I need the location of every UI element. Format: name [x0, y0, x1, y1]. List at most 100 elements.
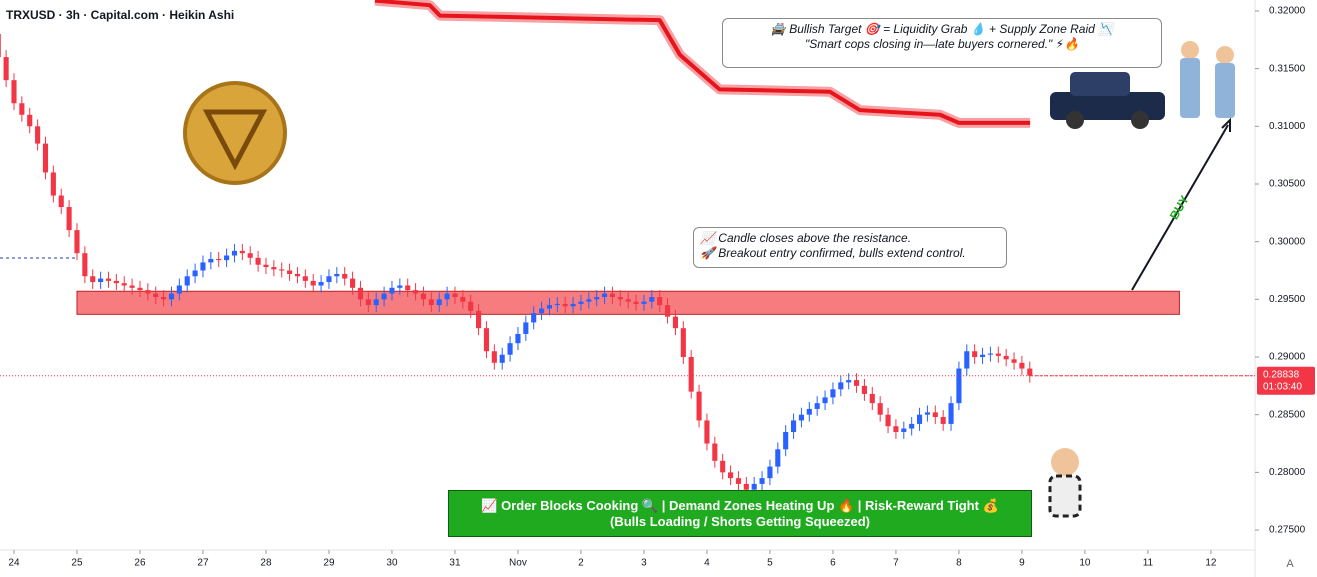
candle-body [822, 397, 828, 404]
candle-body [916, 414, 923, 424]
x-tick-label: 30 [386, 558, 398, 569]
candle-body [476, 310, 482, 329]
x-tick-label: Nov [509, 558, 527, 569]
candle-body [602, 293, 608, 298]
x-tick-label: 31 [449, 558, 461, 569]
candle-body [885, 414, 891, 427]
x-tick-label: 11 [1143, 558, 1154, 569]
candle-body [546, 305, 553, 309]
note-line: 📈 Candle closes above the resistance. [700, 231, 912, 245]
candle-body [578, 301, 584, 304]
x-tick-label: 29 [323, 558, 335, 569]
candle-body [688, 357, 694, 392]
candle-body [523, 322, 529, 334]
candle-body [657, 297, 663, 306]
candle-body [66, 207, 72, 231]
candle-body [924, 412, 930, 415]
candle-body [972, 351, 978, 358]
candle-body [1027, 368, 1033, 376]
candle-body [436, 299, 442, 306]
candle-body [790, 420, 797, 432]
candle-body [58, 195, 64, 208]
candle-body [728, 472, 734, 479]
x-tick-label: 26 [134, 558, 146, 569]
cop-body [1215, 63, 1235, 118]
candle-body [334, 273, 340, 277]
x-tick-label: 25 [71, 558, 83, 569]
countdown-label: 01:03:40 [1263, 381, 1302, 392]
candle-body [515, 333, 521, 344]
candle-body [806, 408, 812, 415]
candle-body [507, 343, 513, 355]
candle-body [830, 389, 836, 398]
y-tick-label: 0.29500 [1269, 294, 1306, 305]
x-tick-label: 2 [578, 558, 584, 569]
candle-body [956, 368, 962, 404]
x-tick-label: 6 [830, 558, 836, 569]
candle-body [452, 293, 458, 298]
candle-body [35, 126, 41, 144]
y-tick-label: 0.28000 [1269, 467, 1306, 478]
y-tick-label: 0.28500 [1269, 409, 1306, 420]
candle-body [704, 420, 710, 444]
candle-body [767, 466, 773, 479]
target-note: 🚔 Bullish Target 🎯 = Liquidity Grab 💧 + … [722, 18, 1162, 68]
candle-body [208, 258, 214, 263]
candle-body [759, 478, 765, 484]
candle-body [696, 391, 702, 421]
candle-body [846, 380, 852, 383]
candle-body [381, 293, 387, 300]
candle-body [263, 264, 269, 268]
candle-body [586, 299, 592, 302]
candle-body [224, 255, 230, 261]
candle-body [861, 385, 867, 394]
candle-body [302, 276, 308, 281]
candle-body [0, 34, 1, 58]
candle-body [98, 278, 104, 283]
x-tick-label: 28 [260, 558, 272, 569]
candle-body [838, 382, 844, 390]
candle-body [90, 276, 96, 283]
candle-body [397, 285, 403, 288]
candle-body [113, 280, 119, 284]
candle-body [531, 313, 537, 323]
candle-body [491, 351, 497, 363]
candle-body [176, 285, 182, 294]
candle-body [743, 483, 749, 490]
breakout-note: 📈 Candle closes above the resistance. 🚀 … [693, 227, 1007, 268]
candle-body [444, 293, 450, 300]
candle-body [168, 293, 175, 300]
candle-body [964, 351, 970, 369]
candle-body [735, 478, 741, 484]
candle-body [869, 393, 875, 404]
y-tick-label: 0.31000 [1269, 121, 1306, 132]
y-tick-label: 0.29000 [1269, 352, 1306, 363]
buy-arrow [1131, 124, 1229, 291]
candle-body [42, 143, 49, 173]
candle-body [413, 290, 419, 294]
x-tick-label: 9 [1019, 558, 1025, 569]
candle-body [121, 283, 127, 286]
candle-body [3, 57, 9, 81]
wheel [1131, 111, 1149, 129]
y-tick-label: 0.32000 [1269, 6, 1306, 17]
candle-body [247, 253, 253, 258]
auto-scale-button[interactable]: A [1286, 558, 1294, 570]
candle-body [562, 303, 568, 307]
note-line: 🚀 Breakout entry confirmed, bulls extend… [700, 246, 966, 260]
candle-body [420, 293, 427, 300]
candle-body [318, 282, 324, 286]
candle-body [609, 293, 616, 298]
banner: 📈 Order Blocks Cooking 🔍 | Demand Zones … [448, 490, 1032, 537]
candle-body [1003, 355, 1009, 360]
candle-body [129, 285, 135, 288]
coin-logo [202, 109, 268, 171]
candle-body [19, 103, 25, 115]
banner-line: (Bulls Loading / Shorts Getting Squeezed… [609, 514, 870, 529]
x-tick-label: 8 [956, 558, 962, 569]
candle-body [814, 403, 820, 409]
chart-title: TRXUSD · 3h · Capital.com · Heikin Ashi [6, 8, 235, 22]
candle-body [350, 278, 356, 288]
candle-body [948, 403, 954, 424]
